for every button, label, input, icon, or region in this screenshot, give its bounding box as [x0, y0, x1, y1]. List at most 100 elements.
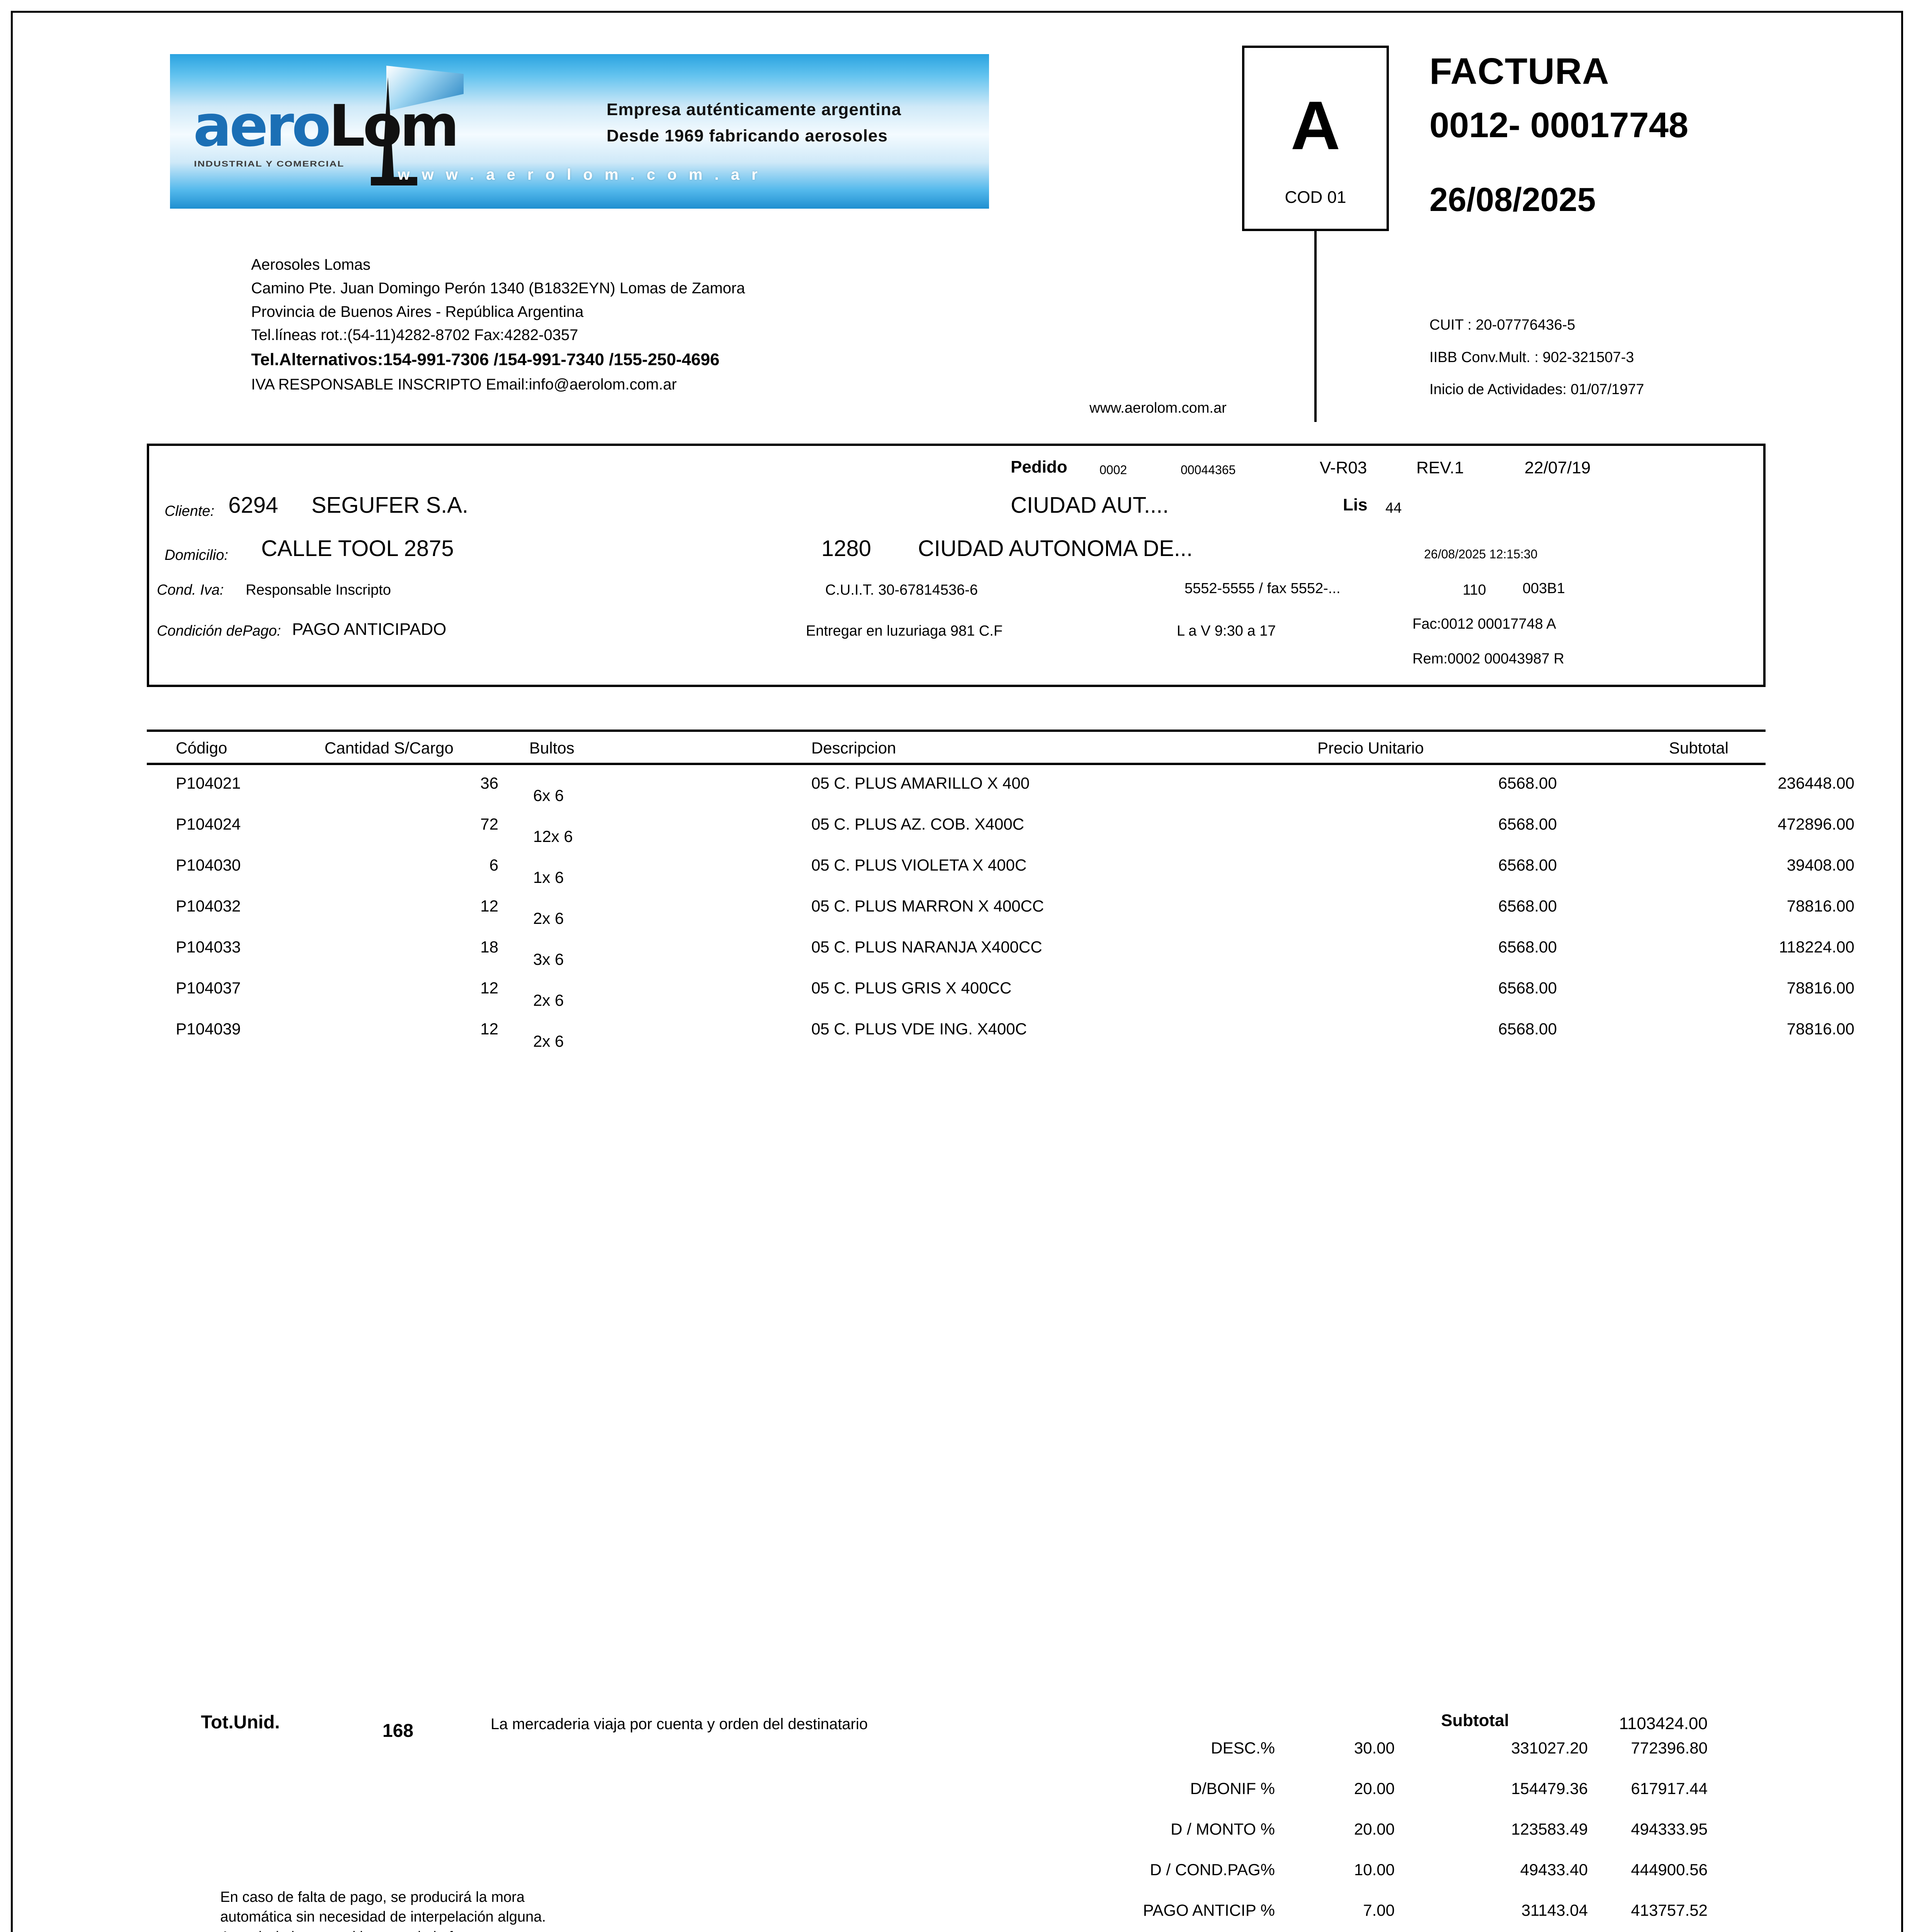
company-iibb: IIBB Conv.Mult. : 902-321507-3 — [1429, 349, 1634, 366]
cell-cantidad: 72 — [480, 815, 498, 833]
cell-bultos: 1x 6 — [533, 868, 564, 886]
discount-label: PAGO ANTICIP % — [1143, 1901, 1275, 1919]
cell-subtotal: 78816.00 — [1786, 897, 1854, 915]
col-header-subtotal: Subtotal — [1669, 739, 1729, 757]
cell-precio: 6568.00 — [1498, 979, 1557, 997]
company-name: Aerosoles Lomas — [251, 256, 371, 273]
cell-codigo: P104033 — [176, 938, 241, 956]
invoice-letter-box: A COD 01 — [1242, 46, 1389, 231]
table-row: P104021 36 6x 6 05 C. PLUS AMARILLO X 400 65… — [147, 771, 1854, 812]
cell-codigo: P104024 — [176, 815, 241, 833]
subtotal-value: 1103424.00 — [1619, 1714, 1708, 1733]
document-title: FACTURA — [1429, 51, 1609, 92]
cell-codigo: P104032 — [176, 897, 241, 915]
horario-note: L a V 9:30 a 17 — [1177, 623, 1276, 639]
table-row: P104033 18 3x 6 05 C. PLUS NARANJA X400CC 65… — [147, 935, 1854, 976]
customer-phone: 5552-5555 / fax 5552-... — [1185, 580, 1341, 597]
cell-precio: 6568.00 — [1498, 774, 1557, 792]
cell-subtotal: 78816.00 — [1786, 979, 1854, 997]
cell-codigo: P104021 — [176, 774, 241, 792]
cell-cantidad: 12 — [480, 1020, 498, 1038]
discount-label: D / COND.PAG% — [1150, 1861, 1275, 1879]
discount-amount: 154479.36 — [1511, 1779, 1588, 1798]
company-website: www.aerolom.com.ar — [1089, 400, 1227, 416]
discount-row: PAGO ANTICIP % 7.00 31143.04 413757.52 — [989, 1901, 1708, 1932]
cell-codigo: P104039 — [176, 1020, 241, 1038]
lista-label: Lis — [1343, 495, 1368, 514]
cell-bultos: 6x 6 — [533, 786, 564, 804]
fiscal-ids-block: CUIT : 20-07776436-5 IIBB Conv.Mult. : 9… — [1429, 309, 1644, 406]
discount-percent: 30.00 — [1354, 1739, 1395, 1757]
cell-cantidad: 12 — [480, 979, 498, 997]
cell-subtotal: 472896.00 — [1778, 815, 1854, 833]
company-iva-email: IVA RESPONSABLE INSCRIPTO Email:info@aer… — [251, 376, 677, 393]
customer-city-short: CIUDAD AUT.... — [1011, 493, 1169, 518]
cond-iva-value: Responsable Inscripto — [246, 582, 391, 598]
lista-value: 44 — [1385, 500, 1402, 516]
cell-descripcion: 05 C. PLUS VIOLETA X 400C — [811, 856, 1027, 874]
discount-amount: 49433.40 — [1520, 1861, 1588, 1879]
customer-ruta: 110 — [1463, 582, 1486, 598]
factura-ref: Fac:0012 00017748 A — [1412, 616, 1556, 632]
pedido-number: 00044365 — [1181, 463, 1236, 477]
cell-cantidad: 36 — [480, 774, 498, 792]
cell-bultos: 2x 6 — [533, 909, 564, 927]
table-row: P104024 72 12x 6 05 C. PLUS AZ. COB. X400C 6… — [147, 812, 1854, 853]
tagline-line-2: Desde 1969 fabricando aerosoles — [607, 126, 888, 146]
discount-label: D/BONIF % — [1190, 1779, 1275, 1798]
cond-iva-label: Cond. Iva: — [157, 582, 224, 598]
logo-subtitle: INDUSTRIAL Y COMERCIAL — [194, 159, 345, 168]
cell-bultos: 12x 6 — [533, 827, 573, 845]
pedido-rev: REV.1 — [1416, 458, 1464, 477]
discount-percent: 10.00 — [1354, 1861, 1395, 1879]
company-inicio: Inicio de Actividades: 01/07/1977 — [1429, 381, 1644, 398]
cell-descripcion: 05 C. PLUS AZ. COB. X400C — [811, 815, 1024, 833]
cell-bultos: 2x 6 — [533, 991, 564, 1009]
total-units-label: Tot.Unid. — [201, 1712, 280, 1733]
pedido-label: Pedido — [1011, 457, 1067, 476]
cell-bultos: 3x 6 — [533, 950, 564, 968]
logo-tagline: Empresa auténticamente argentina Desde 1… — [607, 97, 901, 149]
cell-codigo: P104030 — [176, 856, 241, 874]
discount-percent: 7.00 — [1363, 1901, 1395, 1919]
pedido-point: 0002 — [1100, 463, 1127, 477]
discount-row: D / COND.PAG% 10.00 49433.40 444900.56 — [989, 1861, 1708, 1906]
page-border — [11, 11, 1903, 1932]
customer-info-box: Pedido 0002 00044365 V-R03 REV.1 22/07/1… — [147, 444, 1766, 687]
cell-cantidad: 6 — [489, 856, 498, 874]
discount-percent: 20.00 — [1354, 1820, 1395, 1838]
cliente-code: 6294 — [228, 493, 279, 518]
discount-label: DESC.% — [1211, 1739, 1275, 1757]
company-address: Camino Pte. Juan Domingo Perón 1340 (B18… — [251, 279, 745, 297]
col-header-precio: Precio Unitario — [1317, 739, 1424, 757]
customer-city-long: CIUDAD AUTONOMA DE... — [918, 536, 1193, 561]
company-phones-alt: Tel.Alternativos:154-991-7306 /154-991-7… — [251, 350, 720, 369]
discount-row: DESC.% 30.00 331027.20 772396.80 — [989, 1739, 1708, 1784]
company-address-block: Aerosoles Lomas Camino Pte. Juan Domingo… — [251, 253, 745, 396]
cell-bultos: 2x 6 — [533, 1032, 564, 1050]
cell-cantidad: 12 — [480, 897, 498, 915]
logo-wordmark: aeroLom — [193, 93, 459, 159]
domicilio-label: Domicilio: — [165, 547, 228, 563]
discount-net: 494333.95 — [1631, 1820, 1708, 1838]
total-units-value: 168 — [382, 1721, 414, 1741]
invoice-number: 0012- 00017748 — [1429, 105, 1689, 145]
table-row: P104032 12 2x 6 05 C. PLUS MARRON X 400CC 65… — [147, 894, 1854, 935]
cond-pago-value: PAGO ANTICIPADO — [292, 620, 447, 639]
discount-net: 444900.56 — [1631, 1861, 1708, 1879]
remito-ref: Rem:0002 00043987 R — [1412, 651, 1564, 667]
cliente-label: Cliente: — [165, 503, 214, 519]
obelisk-icon — [382, 77, 394, 182]
cell-descripcion: 05 C. PLUS MARRON X 400CC — [811, 897, 1044, 915]
discount-row: D / MONTO % 20.00 123583.49 494333.95 — [989, 1820, 1708, 1866]
customer-cuit: C.U.I.T. 30-67814536-6 — [825, 582, 978, 598]
cell-descripcion: 05 C. PLUS GRIS X 400CC — [811, 979, 1012, 997]
items-table-header: Código Cantidad S/Cargo Bultos Descripci… — [147, 730, 1766, 765]
cliente-name: SEGUFER S.A. — [311, 493, 469, 518]
entrega-note: Entregar en luzuriaga 981 C.F — [806, 623, 1003, 639]
letter-box-stem — [1314, 229, 1317, 422]
invoice-date: 26/08/2025 — [1429, 181, 1596, 218]
cell-subtotal: 118224.00 — [1779, 938, 1854, 956]
cell-descripcion: 05 C. PLUS VDE ING. X400C — [811, 1020, 1027, 1038]
